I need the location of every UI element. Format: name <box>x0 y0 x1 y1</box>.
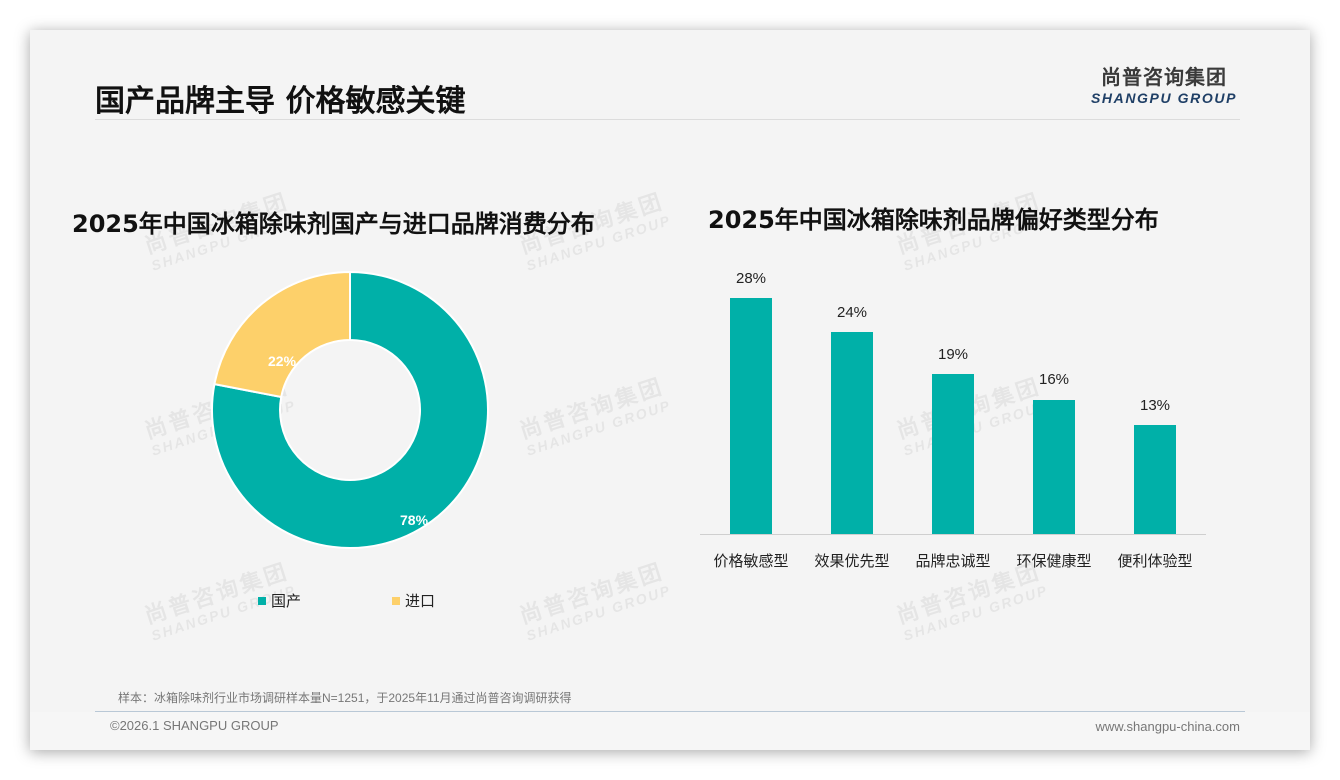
bar-effect-first <box>831 332 873 534</box>
bar-value: 13% <box>1139 397 1171 414</box>
logo-en: SHANGPU GROUP <box>1090 90 1238 106</box>
bar-value: 24% <box>836 304 868 321</box>
copyright: ©2026.1 SHANGPU GROUP <box>110 718 279 733</box>
donut-slice-imported <box>213 270 351 399</box>
legend-item-imported: 进口 <box>392 590 435 611</box>
bar-eco-health <box>1033 400 1075 534</box>
page-title: 国产品牌主导 价格敏感关键 <box>95 84 466 119</box>
legend-label: 国产 <box>271 593 302 610</box>
legend-swatch-imported <box>392 596 400 605</box>
donut-slice-domestic <box>211 270 489 549</box>
header-divider <box>95 119 1240 120</box>
website-link[interactable]: www.shangpu-china.com <box>1095 719 1240 734</box>
bar-chart-title: 2025年中国冰箱除味剂品牌偏好类型分布 <box>708 206 1159 234</box>
legend-swatch-domestic <box>258 596 266 605</box>
logo: 尚普咨询集团 SHANGPU GROUP <box>1088 64 1240 106</box>
bar-category: 效果优先型 <box>814 553 890 570</box>
sample-note: 样本：冰箱除味剂行业市场调研样本量N=1251，于2025年11月通过尚普咨询调… <box>118 691 572 705</box>
bar-value: 28% <box>735 270 767 287</box>
footer-bar <box>30 712 1310 750</box>
bar-category: 品牌忠诚型 <box>915 553 991 570</box>
bar-category: 便利体验型 <box>1117 553 1193 570</box>
donut-chart-title: 2025年中国冰箱除味剂国产与进口品牌消费分布 <box>72 210 595 238</box>
bar-chart: 28% 价格敏感型 24% 效果优先型 19% 品牌忠诚型 16% 环保健康型 … <box>700 270 1210 590</box>
bar-price-sensitive <box>730 298 772 534</box>
slide: 尚普咨询集团 SHANGPU GROUP 尚普咨询集团 SHANGPU GROUP … <box>30 30 1310 750</box>
x-axis <box>700 534 1206 535</box>
bar-brand-loyal <box>932 374 974 534</box>
bar-value: 16% <box>1038 371 1070 388</box>
footer-divider <box>95 711 1245 712</box>
legend-label: 进口 <box>405 593 436 610</box>
donut-svg <box>211 270 489 549</box>
donut-label-imported: 22% <box>268 353 297 369</box>
legend-item-domestic: 国产 <box>258 590 301 611</box>
donut-chart: 22% 78% <box>210 270 490 550</box>
donut-label-domestic: 78% <box>400 512 429 528</box>
bar-value: 19% <box>937 346 969 363</box>
bar-category: 环保健康型 <box>1016 553 1092 570</box>
bar-convenience <box>1134 425 1176 534</box>
logo-cn: 尚普咨询集团 <box>1101 65 1227 89</box>
bar-category: 价格敏感型 <box>713 553 789 570</box>
